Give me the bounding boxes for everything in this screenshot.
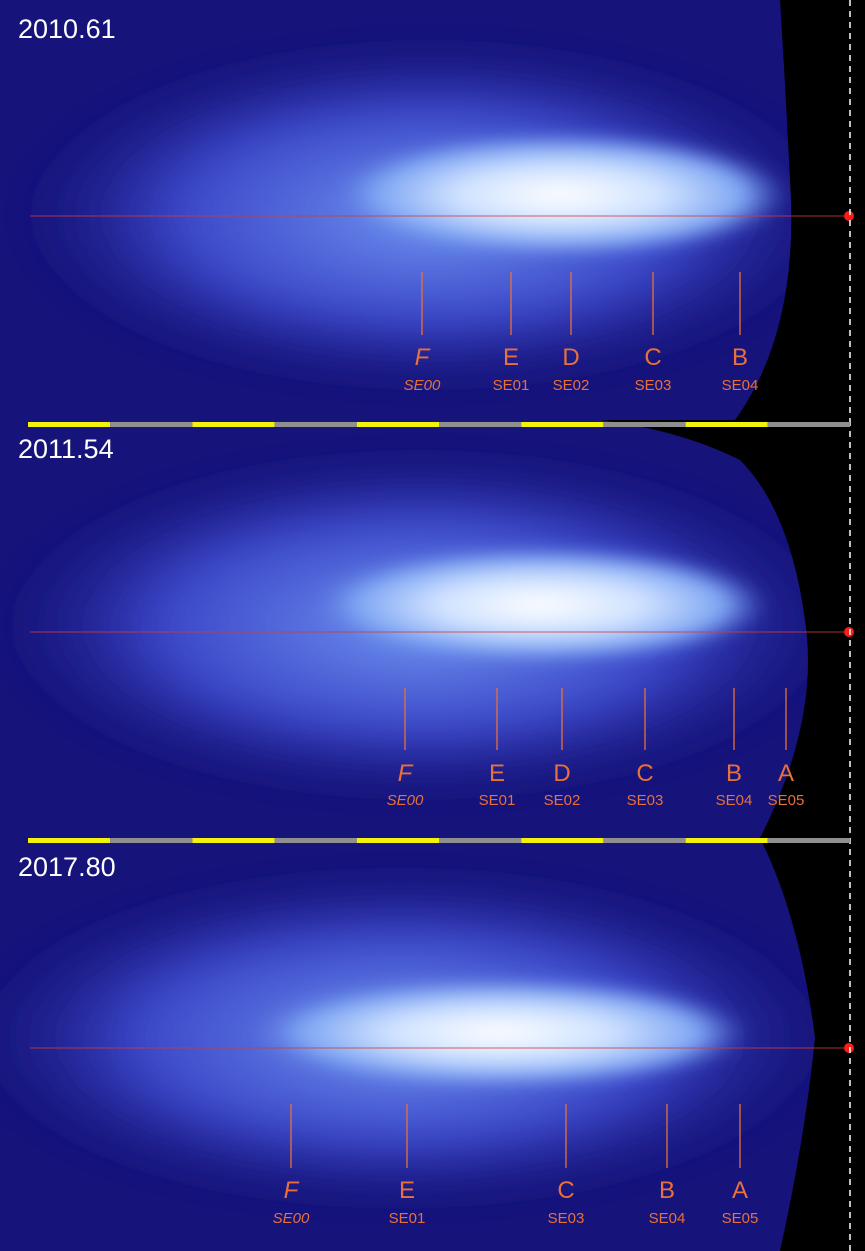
scale-bar-segment [521,838,603,843]
feature-id: SE04 [649,1210,686,1227]
feature-id: SE01 [493,377,530,394]
feature-letter: C [644,344,661,371]
scale-bar-segment [192,838,274,843]
feature-id: SE03 [627,792,664,809]
feature-id: SE00 [273,1210,310,1227]
scale-bar-segment [768,838,850,843]
scale-bar-segment [275,838,357,843]
panel: 2011.54 F SE00 E SE01 D SE02 C SE03 B SE04 A SE05 [0,420,865,838]
feature-id: SE02 [544,792,581,809]
scale-bar-segment [275,422,357,427]
scale-bar-segment [28,838,110,843]
scale-bar-segment [110,422,192,427]
epoch-label: 2011.54 [18,434,114,464]
disk-core [250,978,750,1088]
feature-letter: E [489,760,505,787]
scale-bar-segment [192,422,274,427]
feature-letter: D [562,344,579,371]
feature-id: SE01 [389,1210,426,1227]
star-marker [844,211,854,221]
scale-bar-segment [686,838,768,843]
feature-id: SE01 [479,792,516,809]
figure: 2010.61 F SE00 E SE01 D SE02 C SE03 B SE04 2011.54 F… [0,0,865,1251]
scale-bar-segment [603,838,685,843]
feature-letter: D [553,760,570,787]
feature-id: SE04 [722,377,759,394]
scale-bar-segment [439,838,521,843]
scale-bar-segment [439,422,521,427]
scale-bar-segment [686,422,768,427]
feature-id: SE05 [722,1210,759,1227]
scale-bar-segment [28,422,110,427]
scale-bar-segment [603,422,685,427]
feature-letter: A [732,1177,748,1204]
feature-id: SE00 [387,792,424,809]
epoch-label: 2010.61 [18,14,116,44]
epoch-label: 2017.80 [18,852,116,882]
feature-letter: C [636,760,653,787]
feature-id: SE05 [768,792,805,809]
scale-bar-segment [357,422,439,427]
feature-id: SE02 [553,377,590,394]
panel: 2017.80 F SE00 E SE01 C SE03 B SE04 A SE05 [0,838,865,1251]
scale-bar-segment [357,838,439,843]
feature-id: SE03 [548,1210,585,1227]
star-marker [844,1043,854,1053]
feature-letter: A [778,760,794,787]
feature-id: SE00 [404,377,441,394]
feature-letter: E [399,1177,415,1204]
feature-id: SE03 [635,377,672,394]
panel: 2010.61 F SE00 E SE01 D SE02 C SE03 B SE04 [0,0,865,420]
disk-core [330,133,790,257]
scale-bar-segment [110,838,192,843]
star-marker [844,627,854,637]
feature-letter: F [415,344,431,371]
feature-letter: C [557,1177,574,1204]
disk-core [310,547,770,663]
page: 2010.61 F SE00 E SE01 D SE02 C SE03 B SE04 2011.54 F… [0,0,865,1251]
feature-letter: B [732,344,748,371]
feature-id: SE04 [716,792,753,809]
feature-letter: F [398,760,414,787]
scale-bar-segment [521,422,603,427]
scale-bar-segment [768,422,850,427]
feature-letter: B [726,760,742,787]
feature-letter: E [503,344,519,371]
feature-letter: B [659,1177,675,1204]
feature-letter: F [284,1177,300,1204]
